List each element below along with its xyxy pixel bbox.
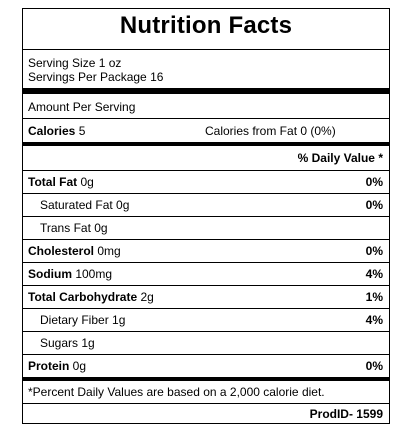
nutrient-sodium: Sodium 100mg [28, 267, 112, 281]
row-divider [23, 216, 389, 217]
dv-protein: 0% [365, 359, 383, 373]
row-divider [23, 239, 389, 240]
row-divider [23, 193, 389, 194]
dv-saturated-fat: 0% [365, 198, 383, 212]
nutrient-amount: 100mg [72, 267, 113, 281]
nutrient-saturated-fat: Saturated Fat 0g [40, 198, 130, 212]
daily-value-divider [23, 170, 389, 171]
footnote: *Percent Daily Values are based on a 2,0… [28, 385, 325, 399]
nutrient-amount: 0g [77, 175, 94, 189]
dv-total-fat: 0% [365, 175, 383, 189]
footnote-divider [23, 403, 389, 404]
thick-divider-top [23, 88, 389, 94]
nutrition-facts-label: Nutrition Facts Serving Size 1 oz Servin… [22, 8, 390, 424]
nutrient-protein: Protein 0g [28, 359, 86, 373]
daily-value-header: % Daily Value * [297, 151, 383, 165]
calories-row: Calories 5 [28, 124, 85, 138]
nutrient-name: Total Carbohydrate [28, 290, 138, 304]
thick-divider-bottom [23, 377, 389, 381]
nutrient-amount: 0g [69, 359, 87, 373]
dv-sodium: 4% [365, 267, 383, 281]
nutrient-dietary-fiber: Dietary Fiber 1g [40, 313, 126, 327]
nutrient-sugars: Sugars 1g [40, 336, 95, 350]
row-divider [23, 262, 389, 263]
nutrient-name: Protein [28, 359, 70, 373]
row-divider [23, 308, 389, 309]
nutrient-total-carbohydrate: Total Carbohydrate 2g [28, 290, 154, 304]
amount-per-serving: Amount Per Serving [28, 100, 136, 114]
nutrient-amount: 0mg [94, 244, 121, 258]
nutrient-cholesterol: Cholesterol 0mg [28, 244, 121, 258]
nutrient-amount: 2g [137, 290, 154, 304]
dv-dietary-fiber: 4% [365, 313, 383, 327]
servings-per-package: Servings Per Package 16 [28, 70, 164, 84]
row-divider [23, 285, 389, 286]
serving-size: Serving Size 1 oz [28, 56, 122, 70]
amount-divider [23, 118, 389, 119]
nutrient-name: Total Fat [28, 175, 78, 189]
calories-value: 5 [75, 124, 86, 138]
row-divider [23, 331, 389, 332]
label-title: Nutrition Facts [119, 12, 293, 39]
nutrient-total-fat: Total Fat 0g [28, 175, 94, 189]
title-divider [23, 49, 389, 50]
nutrient-name: Cholesterol [28, 244, 95, 258]
calories-label: Calories [28, 124, 76, 138]
row-divider [23, 354, 389, 355]
nutrient-name: Sodium [28, 267, 72, 281]
thick-divider-calories [23, 142, 389, 146]
dv-cholesterol: 0% [365, 244, 383, 258]
nutrient-trans-fat: Trans Fat 0g [40, 221, 108, 235]
product-id: ProdID- 1599 [309, 407, 383, 421]
dv-total-carbohydrate: 1% [365, 290, 383, 304]
calories-from-fat: Calories from Fat 0 (0%) [205, 124, 336, 138]
